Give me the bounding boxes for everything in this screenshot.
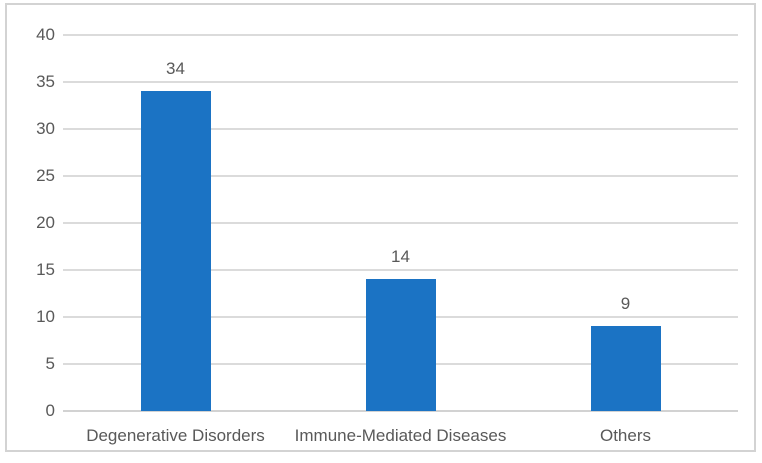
bar-value-label-immune-mediated-diseases: 14 — [391, 247, 410, 267]
bar-value-label-others: 9 — [620, 294, 631, 314]
x-category-label-others: Others — [599, 426, 652, 445]
x-axis-line — [63, 410, 738, 412]
y-tick-label: 0 — [45, 401, 55, 420]
x-category-label-immune-mediated-diseases: Immune-Mediated Diseases — [294, 426, 507, 445]
bar-degenerative-disorders — [140, 91, 211, 411]
y-tick-label: 10 — [36, 307, 55, 326]
gridline-y-25 — [63, 175, 738, 177]
plot-area: 0 5 10 15 20 25 30 35 40 34 Degenerative Disorders… — [36, 25, 738, 445]
gridline-y-30 — [63, 128, 738, 130]
gridline-y-35 — [63, 81, 738, 83]
bar-value-label-degenerative-disorders: 34 — [166, 59, 185, 79]
bar-others — [590, 326, 661, 411]
y-tick-label: 15 — [36, 260, 55, 279]
y-tick-label: 25 — [36, 166, 55, 185]
gridline-y-20 — [63, 222, 738, 224]
y-tick-label: 20 — [36, 213, 55, 232]
bar-immune-mediated-diseases — [365, 279, 436, 411]
chart-frame: 0 5 10 15 20 25 30 35 40 34 Degenerative Disorders… — [5, 3, 756, 452]
y-tick-label: 30 — [36, 119, 55, 138]
y-tick-label: 5 — [45, 354, 55, 373]
gridline-y-40 — [63, 34, 738, 36]
y-tick-label: 40 — [36, 25, 55, 44]
x-category-label-degenerative-disorders: Degenerative Disorders — [86, 426, 265, 445]
y-tick-label: 35 — [36, 72, 55, 91]
gridline-y-15 — [63, 269, 738, 271]
